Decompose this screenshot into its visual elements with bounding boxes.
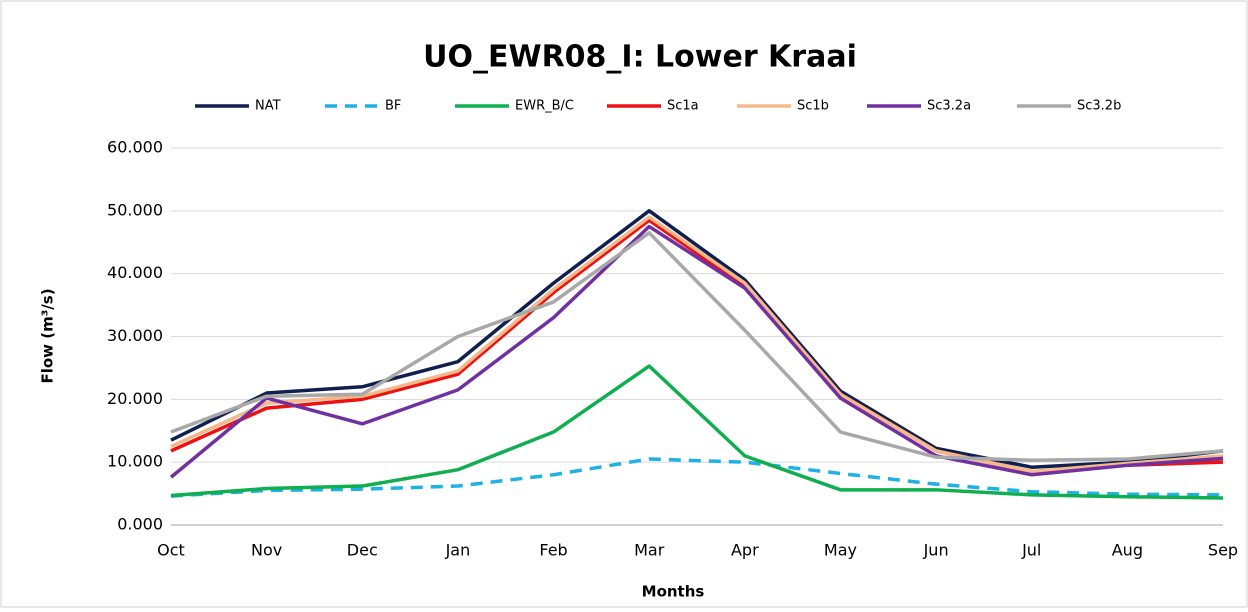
x-axis-label: Months: [642, 583, 705, 601]
x-tick-label: Oct: [157, 541, 185, 560]
y-tick-label: 10.000: [107, 452, 163, 471]
x-tick-label: Feb: [539, 541, 567, 560]
x-tick-label: Jan: [445, 541, 471, 560]
legend-label: Sc1a: [667, 99, 699, 114]
chart-title: UO_EWR08_I: Lower Kraai: [423, 40, 857, 75]
x-tick-label: Jun: [923, 541, 949, 560]
series-line: [169, 224, 1224, 479]
x-tick-label: Aug: [1112, 541, 1143, 560]
x-tick-label: May: [824, 541, 857, 560]
y-tick-label: 30.000: [107, 326, 163, 345]
series-line: [170, 457, 1224, 498]
y-tick-label: 50.000: [107, 200, 163, 219]
x-tick-label: Jul: [1021, 541, 1041, 560]
legend-label: NAT: [255, 99, 281, 114]
legend-label: Sc3.2a: [927, 99, 971, 114]
series-line: [170, 364, 1224, 500]
x-tick-label: Apr: [731, 541, 759, 560]
legend-label: Sc1b: [797, 99, 829, 114]
series-line: [170, 215, 1224, 474]
legend-label: EWR_B/C: [515, 99, 574, 114]
y-tick-label: 60.000: [107, 138, 163, 157]
x-tick-label: Nov: [251, 541, 282, 560]
y-tick-label: 40.000: [107, 263, 163, 282]
legend-label: BF: [385, 99, 401, 114]
legend-label: Sc3.2b: [1077, 99, 1121, 114]
y-tick-label: 20.000: [107, 389, 163, 408]
x-tick-label: Mar: [634, 541, 665, 560]
y-axis-label: Flow (m³/s): [39, 288, 57, 383]
x-tick-label: Sep: [1208, 541, 1238, 560]
x-tick-label: Dec: [347, 541, 378, 560]
y-tick-label: 0.000: [117, 515, 163, 534]
series-line: [170, 209, 1224, 469]
series-line: [170, 231, 1224, 463]
